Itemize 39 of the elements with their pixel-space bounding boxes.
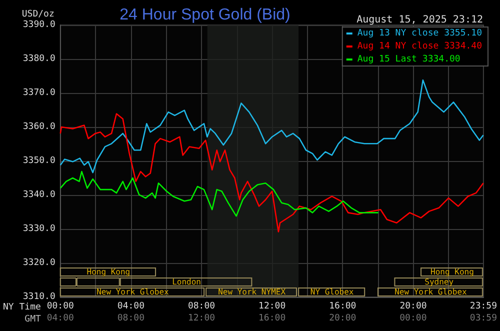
x2-tick-label: 16:00	[258, 314, 286, 324]
annotation: London	[172, 278, 202, 286]
x2-tick-label: 12:00	[188, 314, 216, 324]
x2-tick-label: 00:00	[400, 314, 427, 324]
x2-tick-label: 20:00	[329, 314, 356, 324]
legend-label: Aug 15 Last 3334.00	[357, 54, 460, 64]
y-tick-label: 3330.0	[22, 224, 56, 234]
x2-axis-title: GMT	[24, 314, 42, 324]
x-tick-label: 23:59	[470, 302, 497, 312]
x-tick-label: 04:00	[117, 302, 144, 312]
x-tick-label: 20:00	[400, 302, 427, 312]
x-tick-label: 08:00	[188, 302, 216, 312]
y-tick-label: 3380.0	[22, 54, 56, 64]
annotation: New York Globex	[96, 288, 170, 296]
x-tick-label: 00:00	[46, 302, 74, 312]
x2-tick-label: 04:00	[46, 314, 74, 324]
y-tick-label: 3370.0	[22, 88, 56, 98]
y-tick-label: 3350.0	[22, 156, 56, 166]
chart-title: 24 Hour Spot Gold (Bid)	[120, 6, 290, 24]
legend-label: Aug 14 NY close 3334.40	[357, 42, 482, 52]
legend-label: Aug 13 NY close 3355.10	[357, 28, 482, 38]
y-tick-label: 3310.0	[22, 292, 56, 302]
y-tick-label: 3320.0	[22, 258, 56, 268]
annotation: New York Globex	[394, 288, 468, 296]
annotation: Sydney	[424, 278, 454, 286]
x-tick-label: 16:00	[329, 302, 356, 312]
x2-tick-label: 03:59	[470, 314, 497, 324]
y-tick-label: 3360.0	[22, 122, 56, 132]
x-axis-title: NY Time	[2, 302, 41, 312]
annotation: New York NYMEX	[218, 288, 286, 296]
y-tick-label: 3390.0	[22, 20, 56, 30]
y-tick-label: 3340.0	[22, 190, 56, 200]
annotation: NY Globex	[310, 288, 354, 296]
annotation: Hong Kong	[86, 268, 130, 276]
chart-subtitle: August 15, 2025 23:12	[356, 14, 484, 26]
y-axis-title: USD/oz	[22, 10, 54, 20]
annotation: Hong Kong	[430, 268, 474, 276]
x-tick-label: 12:00	[258, 302, 286, 312]
x2-tick-label: 08:00	[117, 314, 144, 324]
